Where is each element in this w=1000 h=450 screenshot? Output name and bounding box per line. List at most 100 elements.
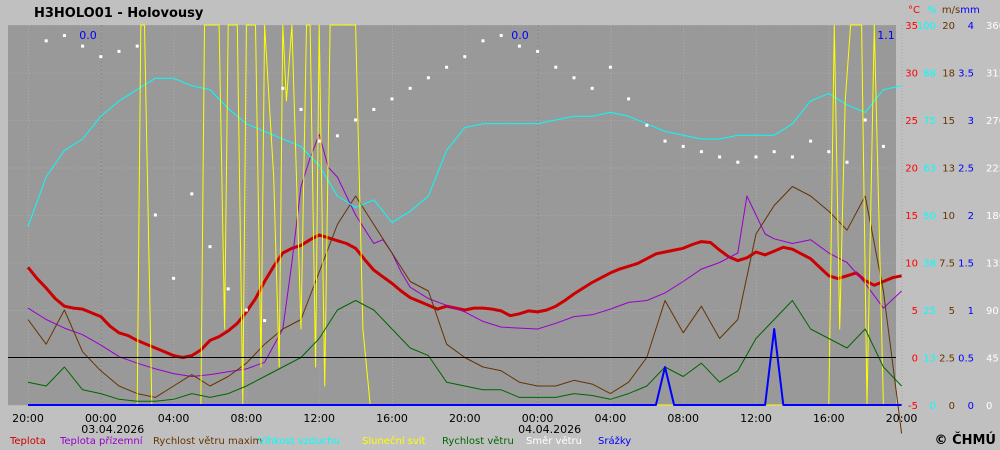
wind-direction-point [699,150,703,154]
axis-tick-label: 0 [930,401,936,412]
legend-entry: Vlhkost vzduchu [258,436,340,447]
legend-entry: Teplota přízemní [59,435,144,447]
axis-tick-label: 3.5 [958,69,974,80]
axis-tick-label: 100 [917,21,936,32]
wind-direction-point [790,155,794,159]
axis-tick-label: 0 [968,401,974,412]
wind-direction-point [281,86,285,90]
wind-direction-point [335,134,339,138]
axis-tick-label: 225 [986,164,1000,175]
legend-entry: Rychlost větru maxim [153,435,262,447]
series-line [27,77,902,227]
wind-direction-point [463,55,467,59]
x-tick-label: 16:00 [376,412,408,425]
wind-direction-point [226,287,230,291]
x-tick-label: 20:00 [886,412,918,425]
axis-tick-label: 25 [923,306,936,317]
wind-direction-point [81,44,85,48]
axis-tick-label: 0 [912,354,918,365]
wind-direction-point [627,97,631,101]
axis-tick-label: 0 [986,401,992,412]
axis-tick-label: 90 [986,306,999,317]
axis-tick-label: 2.5 [939,354,955,365]
wind-direction-point [244,308,248,312]
wind-direction-point [390,97,394,101]
legend-entry: Rychlost větru [442,435,514,447]
axis-tick-label: 1.5 [958,259,974,270]
series-line [27,300,902,402]
wind-direction-point [62,34,66,38]
wind-direction-point [736,160,740,164]
wind-direction-point [190,192,194,196]
axis-tick-label: 38 [923,259,936,270]
wind-direction-point [372,107,376,111]
x-tick-label: 20:00 [12,412,44,425]
wind-direction-point [827,150,831,154]
axis-tick-label: 2 [968,211,974,222]
wind-direction-point [499,34,503,38]
axis-unit-label: °C [908,5,920,16]
axis-tick-label: 45 [986,354,999,365]
wind-direction-point [572,76,576,80]
wind-direction-point [172,276,176,280]
wind-direction-point [608,65,612,69]
x-tick-label: 08:00 [667,412,699,425]
axis-tick-label: -5 [908,401,918,412]
wind-direction-point [881,144,885,148]
axis-tick-label: 135 [986,259,1000,270]
axis-tick-label: 20 [905,164,918,175]
series-line [28,328,902,406]
wind-direction-point [590,86,594,90]
wind-direction-point [426,76,430,80]
axis-tick-label: 13 [942,164,955,175]
axis-tick-label: 63 [923,164,936,175]
wind-direction-point [44,39,48,43]
wind-direction-point [845,160,849,164]
wind-direction-point [772,150,776,154]
axis-tick-label: 50 [923,211,936,222]
legend-entry: Teplota [9,436,46,447]
axis-tick-label: 15 [905,211,918,222]
x-tick-label: 00:00 [85,412,117,425]
axis-tick-label: 0 [949,401,955,412]
series-line [26,233,902,359]
wind-direction-point [481,39,485,43]
wind-direction-point [445,65,449,69]
x-tick-label: 20:00 [449,412,481,425]
precip-total-label: 1.1 [877,29,895,42]
axis-tick-label: 360 [986,21,1000,32]
wind-direction-point [263,319,267,323]
wind-direction-point [554,65,558,69]
axis-tick-label: 10 [942,211,955,222]
wind-direction-point [718,155,722,159]
date-label: 04.04.2026 [518,423,581,436]
axis-tick-label: 0.5 [958,354,974,365]
axis-tick-label: 1 [968,306,974,317]
wind-direction-point [117,49,121,53]
grid [8,25,903,406]
legend-entry: Srážky [598,435,631,447]
series-line [28,24,902,406]
precip-total-label: 0.0 [511,29,529,42]
axis-tick-label: 180 [986,211,1000,222]
wind-direction-point [536,49,540,53]
wind-direction-point [208,245,212,249]
axis-tick-label: 4 [968,21,974,32]
axis-tick-label: 5 [912,306,918,317]
wind-direction-point [863,118,867,122]
precip-total-label: 0.0 [79,29,97,42]
axis-tick-label: 88 [923,69,936,80]
text-layer: H3HOLO01 - Holovousy 20:00 00:00 04:00 08:00… [9,5,1000,448]
axis-tick-label: 10 [905,259,918,270]
x-tick-label: 04:00 [158,412,190,425]
wind-direction-point [645,123,649,127]
axis-tick-label: 25 [905,116,918,127]
chart-title: H3HOLO01 - Holovousy [34,6,204,21]
axis-tick-label: 5 [949,306,955,317]
axis-tick-label: 18 [942,69,955,80]
axis-tick-label: 75 [923,116,936,127]
wind-direction-point [517,44,521,48]
axis-tick-label: 3 [968,116,974,127]
